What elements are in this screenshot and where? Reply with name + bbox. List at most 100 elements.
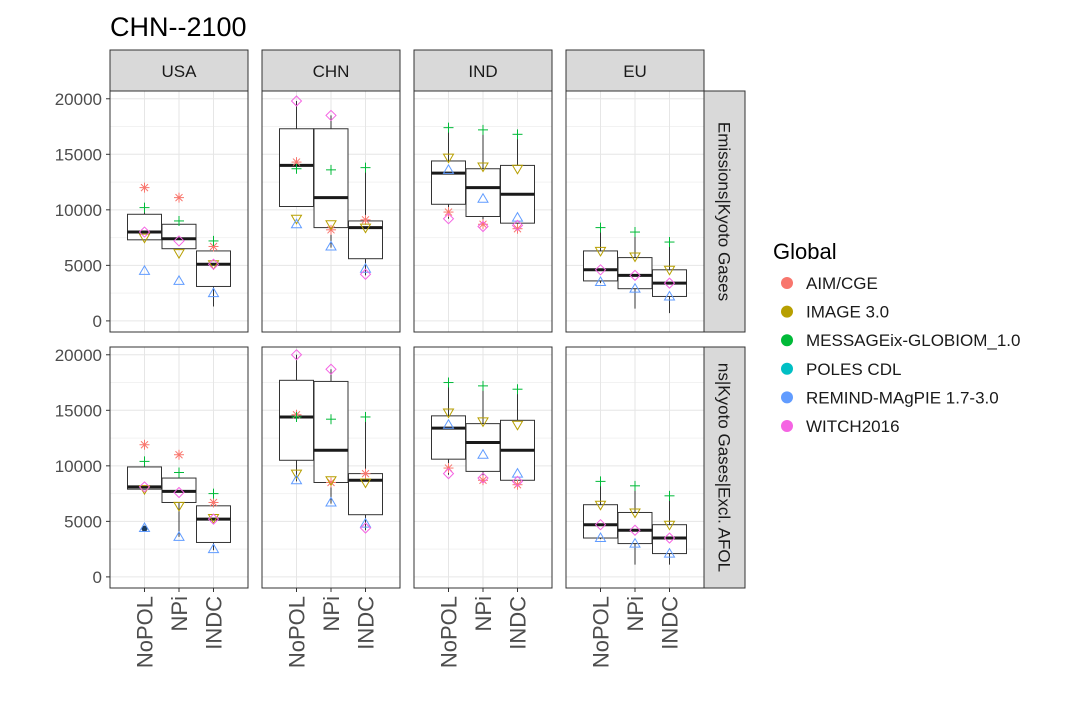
legend: Global AIM/CGE IMAGE 3.0 MESSAGEix-GLOBIOM_… [773, 239, 1020, 436]
marker-plus [291, 411, 302, 422]
y-tick-label: 20000 [55, 346, 102, 365]
marker-triangle-up [663, 290, 676, 301]
facet-strip-ind [413, 49, 553, 92]
marker-asterisk [512, 479, 523, 490]
box-nopol [583, 476, 618, 543]
y-tick-label: 15000 [55, 401, 102, 420]
facet-strip-usa [109, 49, 249, 92]
facet-strip-label: IND [468, 62, 497, 81]
facet-strip-row-1 [703, 346, 746, 589]
y-tick-label: 20000 [55, 90, 102, 109]
marker-diamond [594, 264, 607, 276]
marker-plus [139, 202, 150, 213]
y-axis-row-1: 0 5000 10000 15000 20000 [55, 346, 110, 587]
marker-plus [208, 235, 219, 246]
marker-triangle-up [511, 467, 524, 478]
marker-plus [443, 122, 454, 133]
row-strip-label-group: ns|Kyoto Gases|Excl. AFOL [715, 363, 734, 572]
marker-diamond [442, 213, 455, 225]
marker-diamond [290, 95, 303, 107]
y-tick-label: 5000 [64, 256, 102, 275]
marker-plus [326, 414, 336, 425]
marker-diamond [290, 349, 303, 361]
marker-plus [512, 384, 523, 395]
box-nopol [127, 182, 162, 275]
x-tick-label: INDC [658, 596, 683, 650]
panel-border [565, 90, 705, 333]
legend-key [781, 334, 793, 347]
marker-diamond [359, 268, 372, 280]
facet-strip-row-label: ns|Kyoto Gases|Excl. AFOL [715, 363, 734, 572]
marker-triangle-up [594, 532, 607, 543]
legend-title: Global [773, 239, 837, 264]
marker-plus [478, 380, 488, 391]
legend-key [781, 391, 793, 404]
marker-triangle-down [138, 233, 151, 244]
marker-triangle-down [442, 408, 455, 419]
marker-diamond [325, 109, 337, 122]
marker-triangle-down [325, 220, 337, 231]
marker-plus [360, 411, 371, 422]
box-indc [500, 384, 535, 490]
panel-ind-row-0 [413, 90, 553, 333]
box-npi [465, 380, 501, 486]
box-npi [617, 227, 653, 309]
x-tick-label: NoPOL [285, 596, 310, 668]
legend-label: MESSAGEix-GLOBIOM_1.0 [806, 331, 1020, 350]
box-npi [313, 109, 349, 251]
x-tick-label: NPi [623, 596, 648, 631]
marker-plus [208, 488, 219, 499]
marker-triangle-up [325, 240, 337, 251]
marker-asterisk [174, 192, 184, 203]
marker-plus [595, 222, 606, 233]
panel-chn-row-1 [261, 346, 401, 589]
marker-diamond [663, 277, 676, 289]
marker-triangle-up [138, 522, 151, 533]
box-iqr [465, 168, 501, 217]
marker-asterisk [443, 207, 454, 218]
marker-asterisk [360, 468, 371, 479]
marker-asterisk [326, 477, 336, 488]
marker-plus [291, 163, 302, 174]
legend-key [781, 362, 793, 375]
marker-triangle-up [511, 211, 524, 222]
marker-triangle-up [290, 474, 303, 485]
legend-label: REMIND-MAgPIE 1.7-3.0 [806, 388, 999, 407]
x-axis-chn: NoPOL NPi INDC [285, 588, 379, 668]
marker-triangle-down [629, 252, 641, 263]
panel-border [109, 90, 249, 333]
marker-plus [174, 215, 184, 226]
panel-eu-row-0 [565, 90, 705, 333]
facet-strip-label: EU [623, 62, 647, 81]
marker-triangle-down [477, 162, 489, 173]
marker-diamond [663, 532, 676, 544]
marker-triangle-down [173, 249, 185, 260]
marker-triangle-down [511, 164, 524, 175]
marker-asterisk [208, 241, 219, 252]
x-tick-label: NPi [471, 596, 496, 631]
panel-border [413, 90, 553, 333]
box-iqr [313, 380, 349, 483]
marker-triangle-down [290, 469, 303, 480]
box-npi [617, 480, 653, 565]
panel-ind-row-1 [413, 346, 553, 589]
marker-diamond [629, 524, 641, 536]
marker-triangle-down [663, 520, 676, 531]
marker-triangle-up [663, 547, 676, 558]
marker-plus [664, 237, 675, 248]
marker-diamond [477, 472, 489, 484]
marker-asterisk [139, 182, 150, 193]
marker-diamond [138, 481, 151, 493]
facet-strip-chn [261, 49, 401, 92]
x-axis-eu: NoPOL NPi INDC [589, 588, 683, 668]
marker-diamond [511, 219, 524, 232]
marker-diamond [477, 220, 489, 233]
marker-asterisk [208, 497, 219, 508]
box-iqr [431, 160, 466, 205]
marker-triangle-down [359, 478, 372, 489]
legend-label: AIM/CGE [806, 274, 878, 293]
marker-triangle-up [359, 262, 372, 273]
marker-diamond [138, 226, 151, 238]
marker-triangle-up [359, 517, 372, 528]
